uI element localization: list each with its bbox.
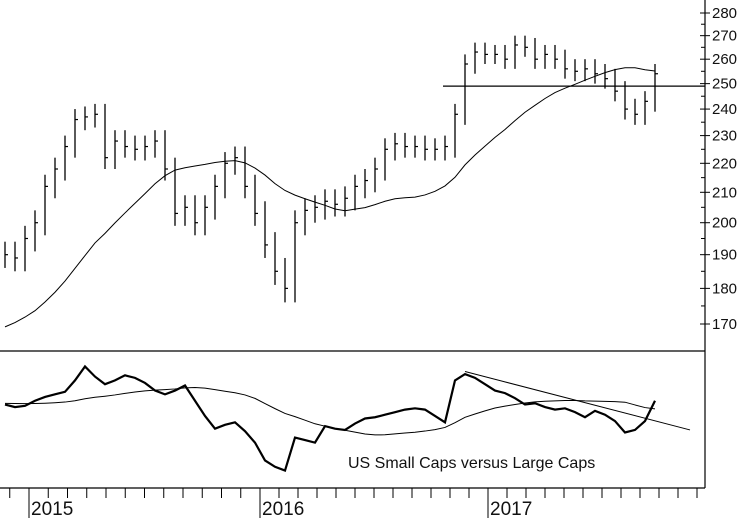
price-bar	[384, 138, 388, 181]
price-bar	[4, 241, 8, 268]
price-bar	[454, 103, 458, 158]
price-bar	[464, 54, 468, 125]
price-bar	[624, 81, 628, 120]
price-bar	[184, 195, 188, 226]
y-tick-label: 210	[712, 184, 737, 201]
price-bar	[44, 174, 48, 236]
price-moving-average	[4, 67, 656, 328]
price-bar	[604, 64, 608, 89]
price-bar	[34, 210, 38, 252]
lower-panel	[4, 364, 691, 473]
price-bar	[244, 146, 248, 199]
price-bar	[154, 130, 158, 158]
price-bar	[24, 225, 28, 272]
price-bar	[114, 130, 118, 169]
ratio-moving-average	[4, 387, 656, 436]
price-bar	[94, 103, 98, 128]
price-bar	[654, 64, 658, 112]
price-bar	[74, 109, 78, 158]
price-bar	[594, 59, 598, 84]
price-bar	[544, 44, 548, 69]
price-bar	[644, 91, 648, 125]
price-bar	[574, 59, 578, 82]
ratio-trendline	[464, 371, 691, 431]
x-tick-label-2017: 2017	[490, 499, 532, 518]
price-bar	[354, 174, 358, 211]
price-bar	[634, 98, 638, 125]
price-bar	[144, 135, 148, 161]
y-tick-label: 200	[712, 215, 737, 232]
price-bar	[474, 42, 478, 74]
price-bar	[524, 35, 528, 57]
price-bar	[564, 49, 568, 79]
price-bar	[204, 195, 208, 236]
x-tick-label-2015: 2015	[31, 499, 73, 518]
price-bar	[394, 132, 398, 161]
y-tick-label: 250	[712, 76, 737, 93]
price-bar	[214, 174, 218, 220]
y-tick-label: 170	[712, 316, 737, 333]
price-bar	[554, 44, 558, 69]
price-bar	[224, 152, 228, 199]
price-bar	[434, 138, 438, 161]
price-bar	[504, 44, 508, 69]
price-bar	[424, 135, 428, 161]
price-bar	[404, 132, 408, 158]
price-bar	[54, 157, 58, 199]
price-bar	[514, 35, 518, 69]
y-tick-label: 180	[712, 280, 737, 297]
price-bar	[294, 210, 298, 303]
price-bar	[364, 168, 368, 199]
price-bar	[304, 198, 308, 236]
price-bar	[284, 257, 288, 303]
price-bar	[494, 44, 498, 65]
y-tick-label: 280	[712, 5, 737, 22]
price-bar	[344, 186, 348, 217]
price-bar	[444, 135, 448, 161]
y-tick-label: 270	[712, 28, 737, 45]
price-bar	[104, 103, 108, 169]
price-bar	[614, 68, 618, 102]
y-tick-label: 230	[712, 128, 737, 145]
price-bar	[14, 241, 18, 272]
price-bar	[174, 157, 178, 226]
price-bar	[314, 195, 318, 223]
price-bar	[274, 232, 278, 285]
y-tick-label: 240	[712, 101, 737, 118]
price-bar	[484, 42, 488, 65]
price-bar	[84, 106, 88, 131]
upper-panel	[4, 35, 705, 328]
price-bar	[134, 135, 138, 161]
y-tick-label: 190	[712, 247, 737, 264]
price-bar	[534, 37, 538, 69]
y-tick-label: 260	[712, 51, 737, 68]
price-bar	[264, 201, 268, 258]
price-bar	[414, 135, 418, 158]
price-bar	[124, 130, 128, 158]
price-bar	[164, 130, 168, 181]
price-bar	[334, 189, 338, 217]
price-bar	[584, 59, 588, 82]
price-bar	[194, 195, 198, 236]
price-bar	[254, 174, 258, 226]
chart-annotation: US Small Caps versus Large Caps	[348, 455, 595, 472]
price-bar	[64, 135, 68, 181]
price-bar	[374, 157, 378, 193]
y-tick-label: 220	[712, 155, 737, 172]
x-tick-label-2016: 2016	[262, 499, 304, 518]
price-bar	[324, 189, 328, 220]
